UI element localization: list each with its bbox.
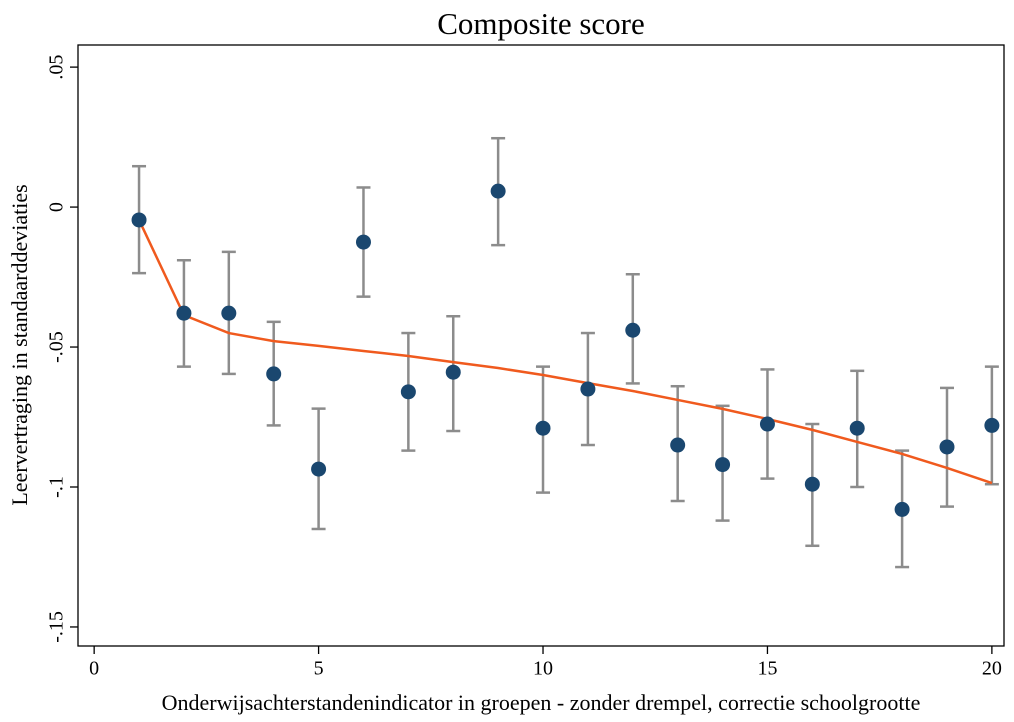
x-tick-label: 0 xyxy=(89,658,99,680)
point xyxy=(939,439,955,455)
y-tick-label: -.15 xyxy=(46,611,68,643)
point xyxy=(535,420,551,436)
point xyxy=(490,183,506,199)
point xyxy=(311,461,327,477)
y-axis-label: Leervertraging in standaarddeviaties xyxy=(7,184,32,505)
point xyxy=(176,305,192,321)
point xyxy=(221,305,237,321)
fit-line xyxy=(137,219,993,485)
point xyxy=(984,417,1000,433)
point xyxy=(625,322,641,338)
point xyxy=(849,420,865,436)
x-tick-label: 10 xyxy=(533,658,553,680)
point xyxy=(715,457,731,473)
point xyxy=(445,364,461,380)
point xyxy=(804,476,820,492)
plot-frame xyxy=(77,44,1005,647)
y-tick-label: -.05 xyxy=(46,331,68,363)
point xyxy=(894,501,910,517)
point xyxy=(670,437,686,453)
point xyxy=(580,381,596,397)
point xyxy=(400,384,416,400)
x-tick-label: 5 xyxy=(314,658,324,680)
y-tick-label: 0 xyxy=(46,202,68,212)
point xyxy=(759,416,775,432)
point xyxy=(266,366,282,382)
y-tick-label: .05 xyxy=(46,55,68,80)
x-tick-label: 20 xyxy=(982,658,1002,680)
chart-title: Composite score xyxy=(437,6,645,41)
x-tick-label: 15 xyxy=(757,658,777,680)
y-tick-label: -.1 xyxy=(46,476,68,498)
point xyxy=(355,234,371,250)
point xyxy=(131,212,147,228)
x-axis-label: Onderwijsachterstandenindicator in groep… xyxy=(162,690,921,715)
